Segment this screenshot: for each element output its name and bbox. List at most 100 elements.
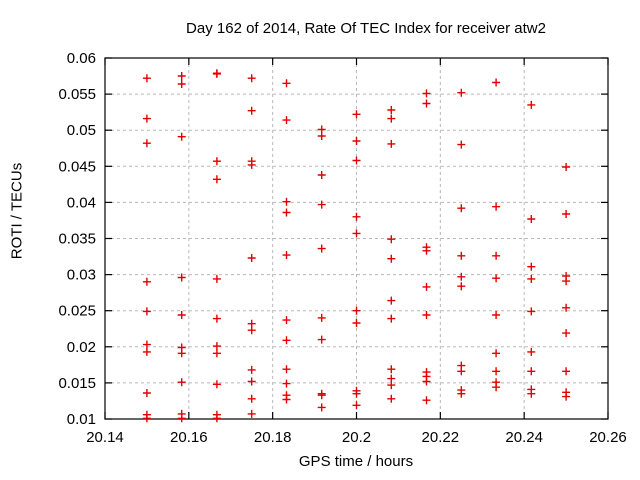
data-point bbox=[142, 139, 151, 148]
data-point bbox=[457, 272, 466, 281]
data-point bbox=[387, 235, 396, 244]
data-point bbox=[317, 132, 326, 140]
x-axis-label: GPS time / hours bbox=[298, 453, 414, 470]
data-point bbox=[562, 367, 571, 376]
data-point bbox=[142, 74, 151, 83]
data-point bbox=[142, 340, 151, 349]
data-point bbox=[317, 313, 326, 322]
data-point bbox=[142, 307, 151, 316]
data-point bbox=[317, 335, 326, 344]
y-tick-labels: 0.01 0.015 0.02 0.025 0.03 0.035 0.04 0.045 0.05… bbox=[58, 50, 96, 428]
data-point bbox=[352, 110, 361, 119]
chart-title: Day 162 of 2014, Rate Of TEC Index for r… bbox=[186, 20, 546, 37]
data-point bbox=[282, 336, 291, 345]
data-point bbox=[422, 396, 431, 405]
data-point bbox=[492, 274, 501, 283]
data-point bbox=[422, 99, 431, 108]
y-tick-label: 0.025 bbox=[58, 303, 96, 320]
data-point bbox=[387, 114, 396, 123]
data-point bbox=[317, 244, 326, 253]
data-point bbox=[247, 326, 256, 335]
data-point bbox=[142, 389, 151, 397]
data-point bbox=[177, 80, 186, 88]
data-point bbox=[282, 197, 291, 206]
data-point bbox=[492, 311, 501, 319]
data-point bbox=[387, 394, 396, 403]
data-point bbox=[212, 157, 221, 166]
data-point bbox=[527, 100, 536, 109]
data-point bbox=[527, 347, 536, 356]
data-point bbox=[387, 254, 396, 263]
data-point bbox=[282, 116, 291, 125]
data-point bbox=[527, 367, 536, 376]
data-point bbox=[352, 389, 361, 398]
data-point bbox=[387, 139, 396, 148]
data-point bbox=[387, 365, 396, 374]
data-point bbox=[212, 274, 221, 283]
data-point bbox=[317, 200, 326, 209]
data-point bbox=[177, 72, 186, 80]
data-point bbox=[352, 319, 361, 327]
data-point bbox=[562, 303, 571, 312]
data-point bbox=[527, 307, 536, 316]
y-tick-label: 0.055 bbox=[58, 86, 96, 103]
data-point bbox=[247, 254, 256, 262]
data-point bbox=[457, 88, 466, 97]
data-points bbox=[142, 69, 571, 423]
data-point bbox=[142, 277, 151, 286]
data-point bbox=[352, 229, 361, 238]
data-point bbox=[247, 365, 256, 374]
data-point bbox=[177, 378, 186, 387]
y-tick-label: 0.015 bbox=[58, 375, 96, 392]
data-point bbox=[387, 106, 396, 114]
y-tick-label: 0.06 bbox=[67, 50, 96, 67]
x-tick-label: 20.14 bbox=[86, 429, 124, 446]
data-point bbox=[527, 389, 536, 398]
data-point bbox=[247, 394, 256, 403]
data-point bbox=[247, 409, 256, 418]
data-point bbox=[457, 389, 466, 398]
data-point bbox=[422, 282, 431, 291]
y-tick-label: 0.05 bbox=[67, 122, 96, 139]
x-tick-label: 20.2 bbox=[342, 429, 371, 446]
data-point bbox=[387, 381, 396, 390]
data-point bbox=[422, 377, 431, 386]
y-tick-label: 0.01 bbox=[67, 411, 96, 428]
data-point bbox=[527, 262, 536, 271]
data-point bbox=[562, 210, 571, 218]
data-point bbox=[177, 349, 186, 358]
data-point bbox=[352, 306, 361, 315]
data-point bbox=[422, 246, 431, 255]
data-point bbox=[457, 251, 466, 260]
data-point bbox=[282, 208, 291, 217]
data-point bbox=[562, 163, 571, 171]
data-point bbox=[142, 347, 151, 356]
y-tick-label: 0.02 bbox=[67, 339, 96, 356]
data-point bbox=[562, 392, 571, 401]
x-tick-label: 20.18 bbox=[254, 429, 292, 446]
data-point bbox=[492, 202, 501, 211]
data-point bbox=[562, 277, 571, 286]
data-point bbox=[492, 251, 501, 260]
data-point bbox=[352, 212, 361, 221]
data-point bbox=[212, 175, 221, 184]
x-tick-label: 20.22 bbox=[422, 429, 460, 446]
data-point bbox=[422, 311, 431, 319]
data-point bbox=[492, 367, 501, 376]
data-point bbox=[457, 204, 466, 213]
data-point bbox=[212, 342, 221, 351]
data-point bbox=[352, 137, 361, 145]
data-point bbox=[492, 78, 501, 87]
data-point bbox=[317, 391, 326, 400]
data-point bbox=[317, 403, 326, 412]
data-point bbox=[387, 314, 396, 323]
y-axis-label: ROTI / TECUs bbox=[8, 162, 26, 260]
x-tick-label: 20.26 bbox=[589, 429, 627, 446]
data-point bbox=[247, 106, 256, 115]
y-tick-label: 0.045 bbox=[58, 158, 96, 175]
data-point bbox=[212, 414, 221, 423]
data-point bbox=[562, 329, 571, 338]
y-tick-label: 0.04 bbox=[67, 194, 96, 211]
data-point bbox=[282, 379, 291, 388]
